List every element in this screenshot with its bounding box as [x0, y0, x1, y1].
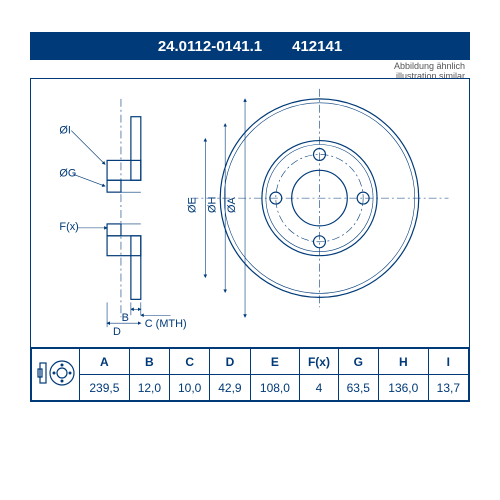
part-number: 24.0112-0141.1 [158, 38, 262, 55]
col-B: B [129, 349, 169, 375]
val-C: 10,0 [170, 375, 210, 401]
col-E: E [250, 349, 300, 375]
dim-label-E: ØE [186, 197, 198, 213]
col-D: D [210, 349, 250, 375]
col-C: C [170, 349, 210, 375]
dimensions-table: A B C D E F(x) G H I 239,5 12,0 10,0 42,… [30, 348, 470, 402]
val-E: 108,0 [250, 375, 300, 401]
dim-label-F: F(x) [59, 221, 78, 233]
rotor-icon-cell [32, 349, 80, 401]
header-bar: 24.0112-0141.1 412141 [30, 32, 470, 60]
table-header-row: A B C D E F(x) G H I [32, 349, 469, 375]
dim-label-I: ØI [59, 125, 71, 137]
col-I: I [428, 349, 468, 375]
val-I: 13,7 [428, 375, 468, 401]
side-view: ØI ØG F(x) B C (MTH) D [59, 99, 186, 338]
val-F: 4 [300, 375, 338, 401]
technical-drawing: ØI ØG F(x) B C (MTH) D [31, 79, 469, 347]
val-H: 136,0 [378, 375, 428, 401]
dim-label-B: B [122, 312, 129, 324]
col-G: G [338, 349, 378, 375]
page-container: 24.0112-0141.1 412141 Abbildung ähnlich … [0, 0, 500, 500]
val-G: 63,5 [338, 375, 378, 401]
dim-label-D: D [113, 326, 121, 338]
diagram-area: ØI ØG F(x) B C (MTH) D [30, 78, 470, 348]
val-D: 42,9 [210, 375, 250, 401]
col-F: F(x) [300, 349, 338, 375]
short-code: 412141 [292, 38, 342, 55]
col-A: A [80, 349, 130, 375]
dim-label-A: ØA [226, 197, 238, 213]
col-H: H [378, 349, 428, 375]
diameter-labels: ØE ØH ØA [186, 99, 245, 317]
dim-label-G: ØG [59, 167, 76, 179]
brake-rotor-icon [36, 353, 76, 393]
table-value-row: 239,5 12,0 10,0 42,9 108,0 4 63,5 136,0 … [32, 375, 469, 401]
dim-label-H: ØH [206, 197, 218, 213]
val-A: 239,5 [80, 375, 130, 401]
val-B: 12,0 [129, 375, 169, 401]
dim-label-C: C (MTH) [145, 318, 187, 330]
